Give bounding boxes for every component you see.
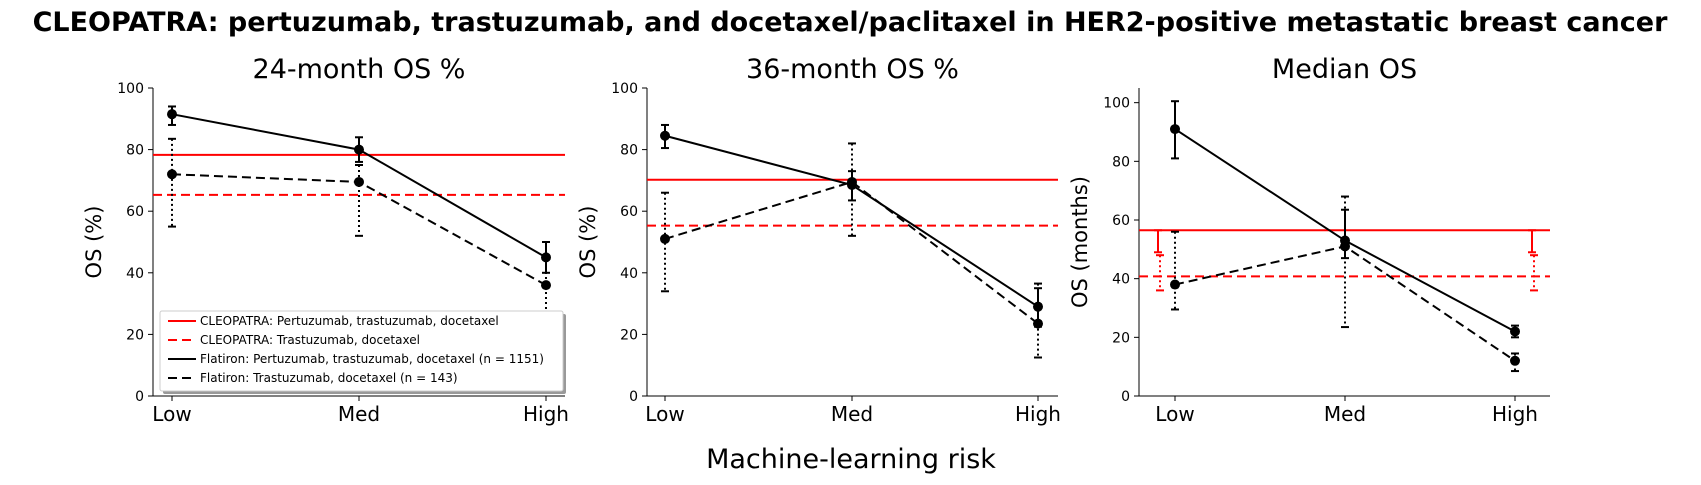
data-point-flatiron-td (1033, 318, 1043, 329)
x-tick-label: Med (831, 402, 873, 426)
y-tick-label: 20 (126, 327, 144, 343)
x-tick-label: Med (1324, 402, 1366, 426)
x-tick-label: Med (338, 402, 380, 426)
y-tick-label: 100 (117, 81, 144, 97)
y-tick-label: 40 (620, 266, 638, 282)
y-tick-label: 100 (611, 81, 638, 97)
data-point-flatiron-ptd (167, 109, 177, 120)
x-tick-label: High (1015, 402, 1061, 426)
chart-title: 36-month OS % (746, 54, 959, 85)
y-tick-label: 0 (135, 389, 144, 405)
series-line-flatiron-td (664, 180, 1039, 325)
chart-panel-1: 24-month OS % 0 20 40 60 80 100 Low Med High OS (%… (82, 54, 569, 426)
y-tick-label: 80 (1112, 154, 1130, 170)
x-tick-label: Low (152, 402, 191, 426)
chart-panels: 24-month OS % 0 20 40 60 80 100 Low Med High OS (%… (82, 54, 1550, 426)
data-point-flatiron-td (167, 169, 177, 180)
y-axis-label: OS (%) (576, 206, 600, 279)
data-point-flatiron-td (541, 280, 551, 291)
y-tick-label: 20 (1112, 330, 1130, 346)
data-point-flatiron-ptd (354, 144, 364, 155)
shared-x-axis-label: Machine-learning risk (706, 444, 996, 475)
data-point-flatiron-td (1170, 279, 1180, 290)
chart-title: 24-month OS % (253, 54, 466, 85)
data-point-flatiron-ptd (1170, 124, 1180, 135)
x-tick-label: Low (1155, 402, 1194, 426)
chart-title: Median OS (1272, 54, 1417, 85)
legend-entry-label: CLEOPATRA: Pertuzumab, trastuzumab, doce… (200, 314, 499, 328)
legend-box (159, 310, 564, 392)
data-point-flatiron-td (1510, 355, 1520, 366)
y-tick-label: 100 (1103, 96, 1130, 112)
data-point-flatiron-ptd (1510, 326, 1520, 337)
y-tick-label: 80 (620, 143, 638, 159)
data-point-flatiron-td (847, 176, 857, 187)
chart-panel-2: 36-month OS % 0 20 40 60 80 100 Low Med High OS (%… (576, 54, 1061, 426)
y-tick-label: 60 (620, 204, 638, 220)
y-tick-label: 0 (1121, 389, 1130, 405)
data-point-flatiron-td (1340, 241, 1350, 252)
legend: CLEOPATRA: Pertuzumab, trastuzumab, doce… (159, 310, 566, 394)
figure-suptitle: CLEOPATRA: pertuzumab, trastuzumab, and … (33, 7, 1669, 38)
data-point-flatiron-td (660, 233, 670, 244)
y-tick-label: 0 (629, 389, 638, 405)
y-tick-label: 40 (126, 266, 144, 282)
y-axis-label: OS (months) (1068, 176, 1092, 308)
y-tick-label: 60 (126, 204, 144, 220)
data-point-flatiron-ptd (1033, 301, 1043, 312)
y-tick-label: 40 (1112, 272, 1130, 288)
data-point-flatiron-td (354, 176, 364, 187)
data-point-flatiron-ptd (660, 130, 670, 141)
y-tick-label: 80 (126, 143, 144, 159)
y-tick-label: 20 (620, 327, 638, 343)
legend-entry-label: CLEOPATRA: Trastuzumab, docetaxel (200, 333, 420, 347)
x-tick-label: Low (645, 402, 684, 426)
legend-entry-label: Flatiron: Trastuzumab, docetaxel (n = 14… (200, 371, 458, 385)
legend-entry-label: Flatiron: Pertuzumab, trastuzumab, docet… (200, 352, 544, 366)
x-tick-label: High (1492, 402, 1538, 426)
x-tick-label: High (523, 402, 569, 426)
y-axis-label: OS (%) (82, 206, 106, 279)
chart-panel-3: Median OS 0 20 40 60 80 100 Low Med High OS (month… (1068, 54, 1550, 426)
y-tick-label: 60 (1112, 213, 1130, 229)
